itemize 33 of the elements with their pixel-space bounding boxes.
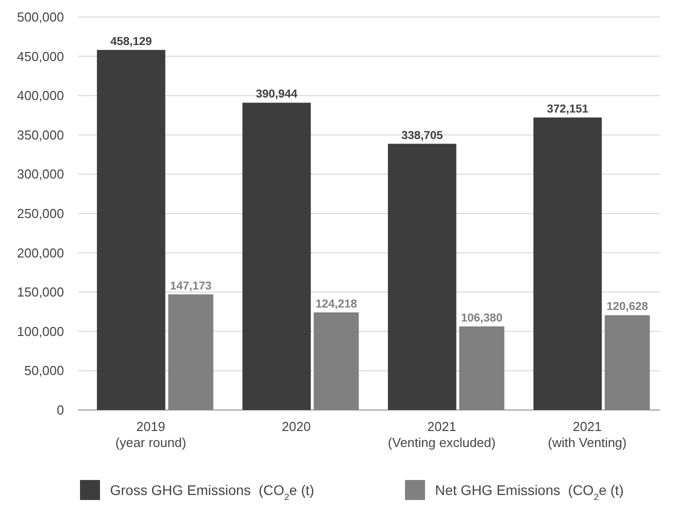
data-label: 124,218 [315,298,358,310]
y-tick-label: 50,000 [24,363,64,378]
y-tick-label: 0 [56,402,64,418]
y-tick-label: 200,000 [17,245,64,260]
y-tick-label: 150,000 [17,284,64,300]
legend-label: Net GHG Emissions (CO$_{2}$e (t) [435,482,624,502]
data-label: 338,705 [401,130,444,142]
data-label: 147,173 [170,280,212,292]
y-tick-label: 450,000 [17,48,64,64]
x-tick-label: 2019 (year round) [115,419,186,450]
bar [242,102,311,410]
bar [314,312,359,410]
y-tick-label: 100,000 [17,324,64,339]
x-tick-label: 2021 (with Venting) [548,419,627,450]
x-tick-label: 2021 (Venting excluded) [388,419,496,450]
y-tick-label: 400,000 [17,88,64,104]
y-tick-label: 500,000 [17,10,64,24]
y-tick-label: 350,000 [17,127,64,142]
y-tick-label: 300,000 [17,166,64,182]
y-tick-label: 250,000 [17,206,64,221]
data-label: 120,628 [606,301,649,314]
bar [533,117,602,410]
bar [96,50,166,410]
bar [604,315,650,410]
data-label: 458,129 [110,36,152,48]
data-label: 106,380 [460,312,503,324]
bar [388,144,456,410]
x-tick-label: 2020 [282,419,311,434]
bar [168,294,214,410]
data-label: 372,151 [546,103,589,116]
bar [459,326,504,410]
legend-label: Gross GHG Emissions (CO$_{2}$e (t) [110,482,314,502]
data-label: 390,944 [256,88,298,101]
